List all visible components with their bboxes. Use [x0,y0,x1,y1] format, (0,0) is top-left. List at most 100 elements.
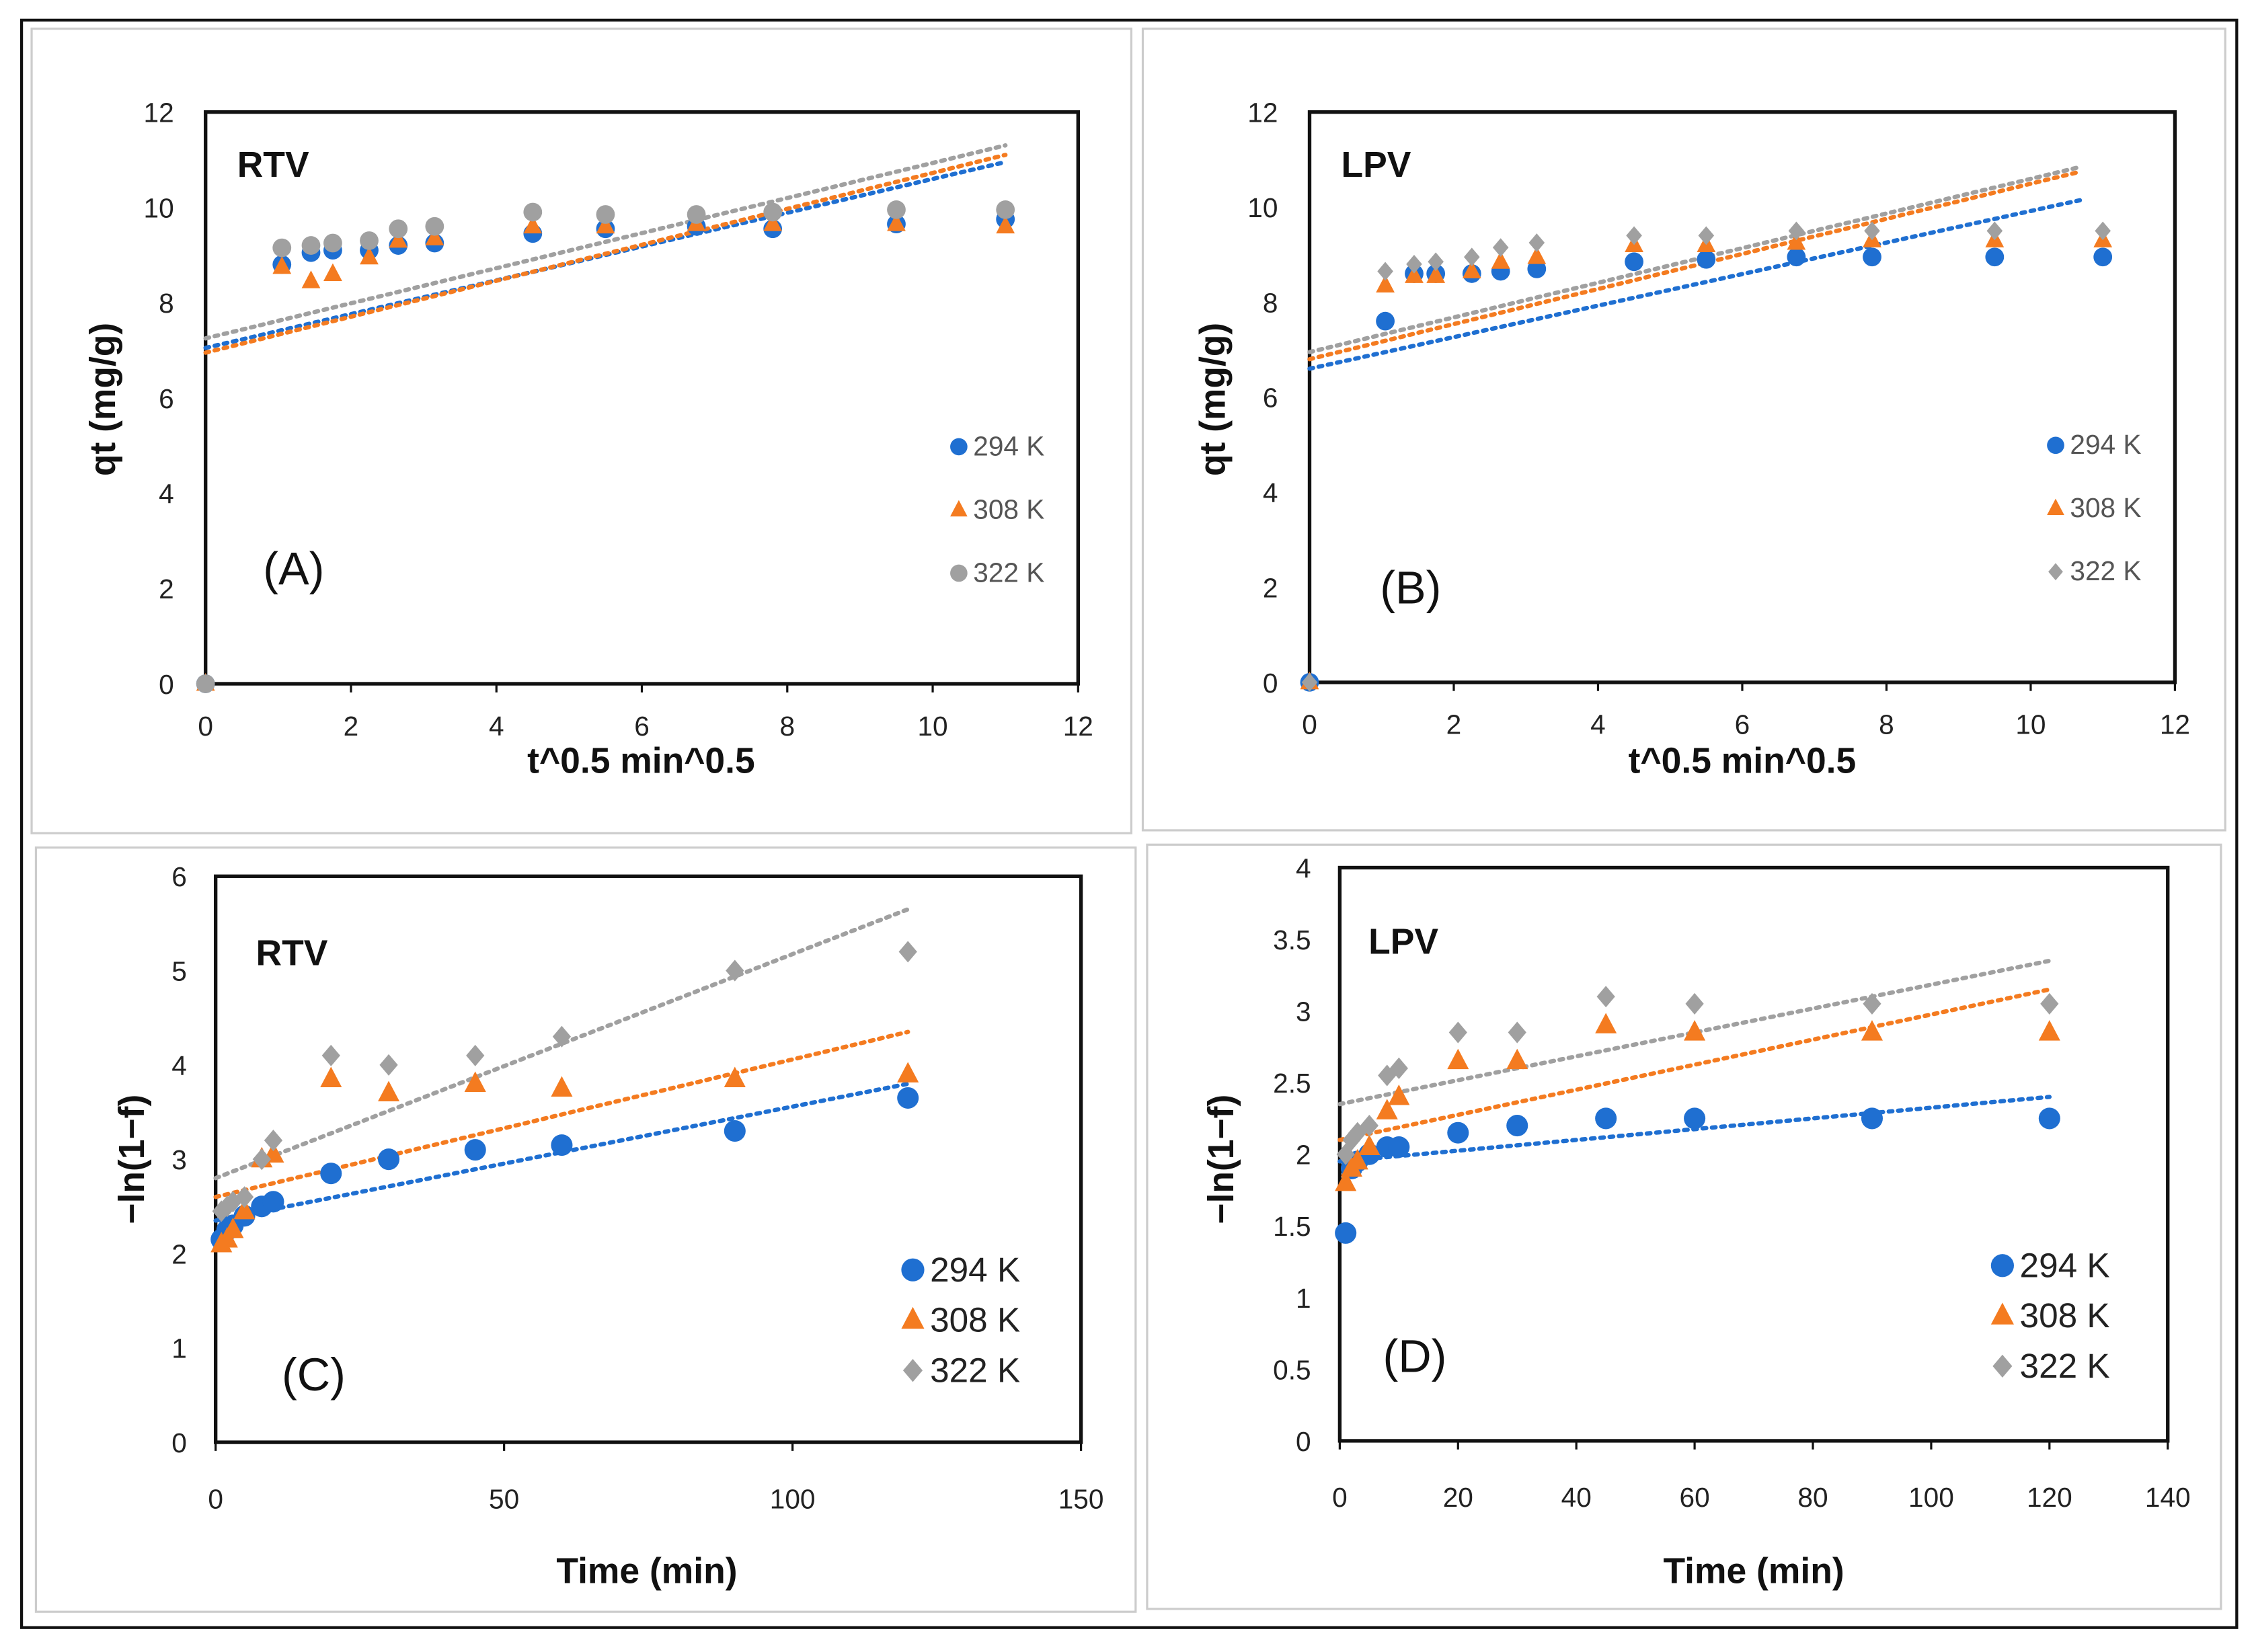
legend-label: 308 K [930,1301,1020,1339]
data-point-322k [1463,247,1480,267]
x-tick-label: 12 [2160,709,2190,740]
data-point-294k [1863,247,1881,267]
legend-marker [950,500,968,517]
data-point-308k [1335,1170,1357,1191]
legend-label: 322 K [2070,555,2141,586]
y-tick-label: 4 [1296,853,1311,883]
x-tick-label: 60 [1680,1482,1710,1513]
y-tick-label: 0 [171,1427,187,1458]
data-point-294k [1506,1115,1528,1137]
data-point-294k [897,1087,919,1109]
legend-label: 322 K [2020,1347,2110,1385]
trendline-294k [1307,198,2084,371]
trendline-322k [213,907,910,1181]
data-point-294k [724,1120,746,1142]
plot-area [204,110,1080,686]
data-point-322k [996,200,1015,219]
data-point-322k [2040,992,2059,1015]
legend-marker [2048,563,2063,581]
data-point-308k [1861,1020,1883,1041]
data-point-308k [1346,1148,1368,1170]
legend-marker [1990,1254,2014,1277]
y-tick-label: 3 [171,1144,187,1175]
y-tick-label: 4 [171,1050,187,1081]
data-point-308k [320,1066,342,1087]
legend-label: 294 K [930,1251,1020,1289]
data-point-294k [1447,1122,1469,1144]
data-point-322k [763,202,783,222]
data-point-322k [687,205,706,224]
data-point-294k [1595,1107,1617,1130]
y-tick-label: 8 [159,288,174,319]
legend-label: 322 K [930,1351,1020,1389]
panel-c-frame [34,846,1137,1613]
data-point-308k [323,263,342,281]
x-tick-label: 0 [1332,1482,1348,1513]
legend-label: 322 K [973,557,1044,588]
y-tick-label: 3 [1296,996,1311,1027]
data-point-308k [1491,251,1510,269]
legend-marker [901,1258,925,1282]
data-point-308k [272,255,292,274]
y-tick-label: 10 [143,192,173,223]
x-tick-label: 140 [2145,1482,2191,1513]
panel-letter: (C) [282,1349,346,1401]
y-axis-label: qt (mg/g) [83,323,123,476]
x-tick-label: 80 [1797,1482,1828,1513]
x-tick-label: 0 [198,711,213,742]
data-point-308k [996,215,1015,234]
x-tick-label: 2 [1446,709,1462,740]
x-tick-label: 8 [779,711,795,742]
data-point-294k [2093,247,2113,267]
data-point-322k [1698,226,1715,245]
data-point-322k [726,959,744,982]
data-point-322k [552,1025,572,1048]
data-point-308k [1787,232,1806,250]
data-point-308k [425,227,444,245]
data-point-308k [378,1080,400,1101]
y-axis-label: −ln(1−f) [112,1095,152,1224]
x-tick-label: 6 [1735,709,1750,740]
legend-label: 294 K [2020,1246,2110,1284]
legend-marker [950,438,968,456]
legend-marker [2047,436,2064,455]
x-tick-label: 120 [2027,1482,2072,1513]
y-tick-label: 1.5 [1273,1211,1311,1242]
data-point-308k [1426,265,1446,283]
data-point-308k [1684,1020,1706,1041]
data-point-308k [222,1217,244,1238]
data-point-294k [1527,260,1547,278]
legend-marker [1990,1302,2014,1325]
data-point-308k [596,215,615,234]
data-point-308k [1527,246,1547,264]
plot-area [1307,110,2177,684]
x-tick-label: 8 [1879,709,1894,740]
y-tick-label: 4 [1263,477,1278,508]
panel-sample-tag: RTV [256,934,328,974]
data-point-322k [301,236,321,255]
data-point-308k [1447,1048,1469,1070]
data-point-322k [1864,221,1880,241]
y-tick-label: 2 [1263,572,1278,603]
x-tick-label: 20 [1443,1482,1473,1513]
data-point-294k [1625,252,1643,272]
data-point-294k [1861,1107,1883,1130]
data-point-308k [1595,1013,1617,1033]
y-tick-label: 6 [1263,383,1278,414]
data-point-308k [724,1066,746,1087]
x-axis-label: t^0.5 min^0.5 [527,741,755,781]
legend-marker [1992,1354,2013,1378]
data-point-308k [1462,260,1481,278]
data-point-308k [464,1071,486,1092]
data-point-308k [301,270,321,288]
data-point-322k [1685,992,1704,1015]
data-point-322k [272,238,292,258]
data-point-294k [1684,1107,1706,1130]
x-tick-label: 40 [1561,1482,1592,1513]
legend-marker [2047,498,2064,515]
data-point-308k [1388,1085,1410,1105]
data-point-308k [887,213,906,231]
data-point-322k [1986,221,2003,241]
data-point-294k [320,1163,342,1185]
data-point-308k [551,1076,573,1097]
